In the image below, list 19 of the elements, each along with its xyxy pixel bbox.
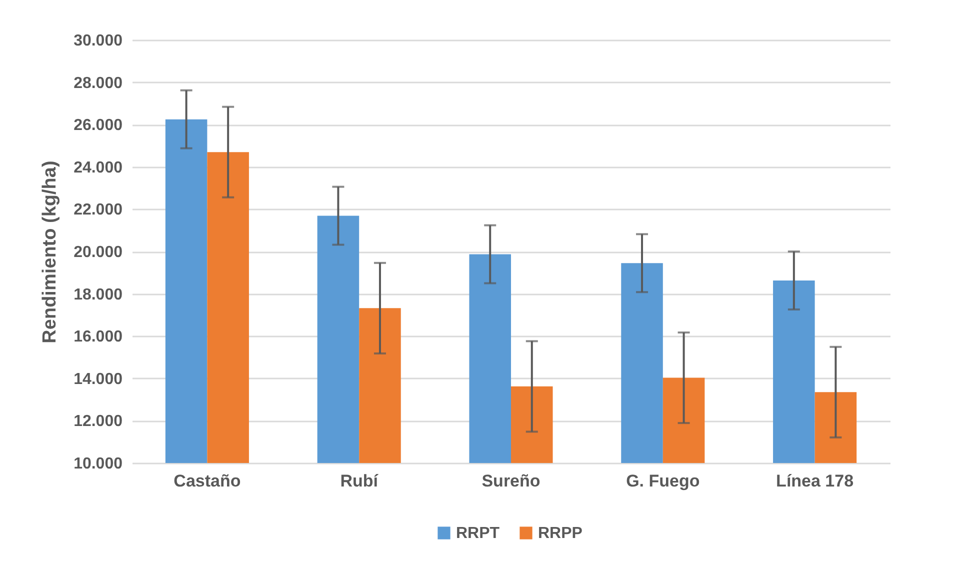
y-tick-label: 26.000: [74, 117, 123, 134]
y-tick-label: 22.000: [74, 202, 123, 219]
y-tick-label: 14.000: [74, 370, 123, 388]
y-tick-label: 28.000: [74, 74, 123, 92]
x-tick-label: Sureño: [482, 472, 540, 490]
y-tick-label: 30.000: [74, 32, 123, 50]
x-tick-label: Rubí: [340, 472, 380, 490]
legend-label: RRPT: [456, 525, 500, 542]
x-tick-label: G. Fuego: [626, 472, 700, 490]
y-tick-label: 12.000: [74, 413, 123, 430]
x-tick-label: Castaño: [174, 472, 241, 490]
y-tick-label: 24.000: [74, 159, 123, 176]
y-tick-label: 10.000: [74, 456, 123, 472]
y-tick-label: 16.000: [74, 328, 123, 346]
x-tick-label: Línea 178: [776, 472, 854, 490]
y-tick-label: 20.000: [74, 244, 123, 261]
legend-label: RRPP: [538, 525, 583, 542]
y-axis-title: Rendimiento (kg/ha): [40, 160, 61, 344]
y-tick-label: 18.000: [74, 286, 123, 304]
